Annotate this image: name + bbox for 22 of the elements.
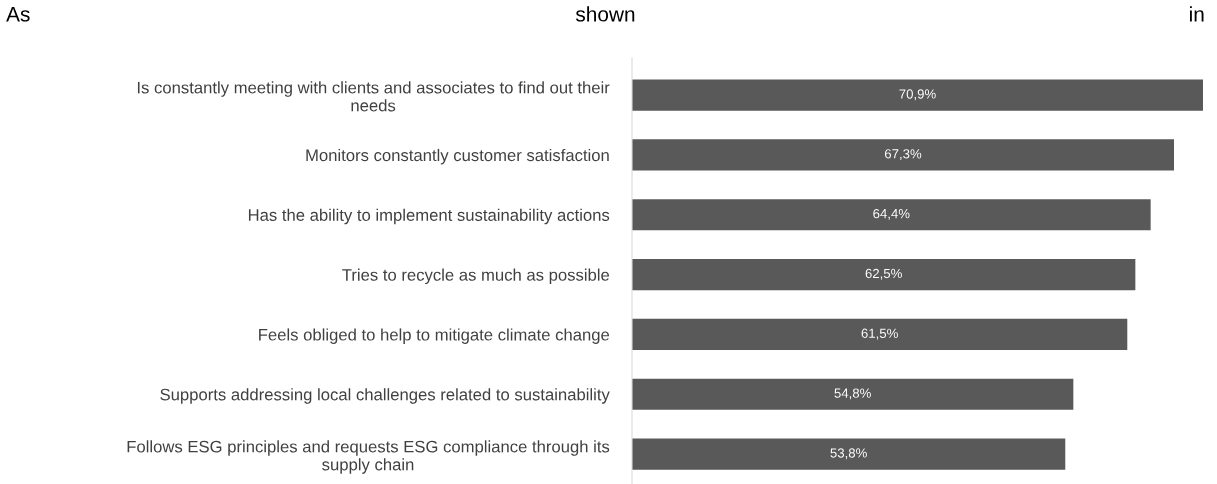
bar (632, 378, 1074, 410)
data-label: 67,3% (884, 149, 922, 161)
bar (632, 318, 1128, 350)
y-tick-label: Supports addressing local challenges related to sustainability (160, 388, 610, 404)
y-tick-label: Tries to recycle as much as possible (342, 268, 610, 285)
bar (632, 438, 1066, 470)
data-label: 62,5% (865, 268, 902, 280)
data-label: 53,8% (830, 448, 867, 460)
bar (632, 259, 1136, 291)
y-tick-label: Is constantly meeting with clients and associates to find out their needs (137, 81, 610, 112)
bar (632, 139, 1175, 171)
data-label: 64,4% (873, 208, 910, 220)
bar (632, 199, 1151, 231)
text: As shown in (6, 6, 1204, 22)
y-tick-label: Feels obliged to help to mitigate climate change (259, 328, 610, 344)
bar (632, 79, 1203, 111)
data-label: 70,9% (899, 89, 936, 101)
y-tick-label: Follows ESG principles and requests ESG compliance through its supply chain (127, 440, 610, 474)
y-tick-label: Has the ability to implement sustainability actions (248, 208, 610, 225)
y-tick-label: Monitors constantly customer satisfaction (306, 148, 609, 165)
data-label: 61,5% (861, 328, 898, 340)
data-label: 54,8% (834, 388, 871, 400)
